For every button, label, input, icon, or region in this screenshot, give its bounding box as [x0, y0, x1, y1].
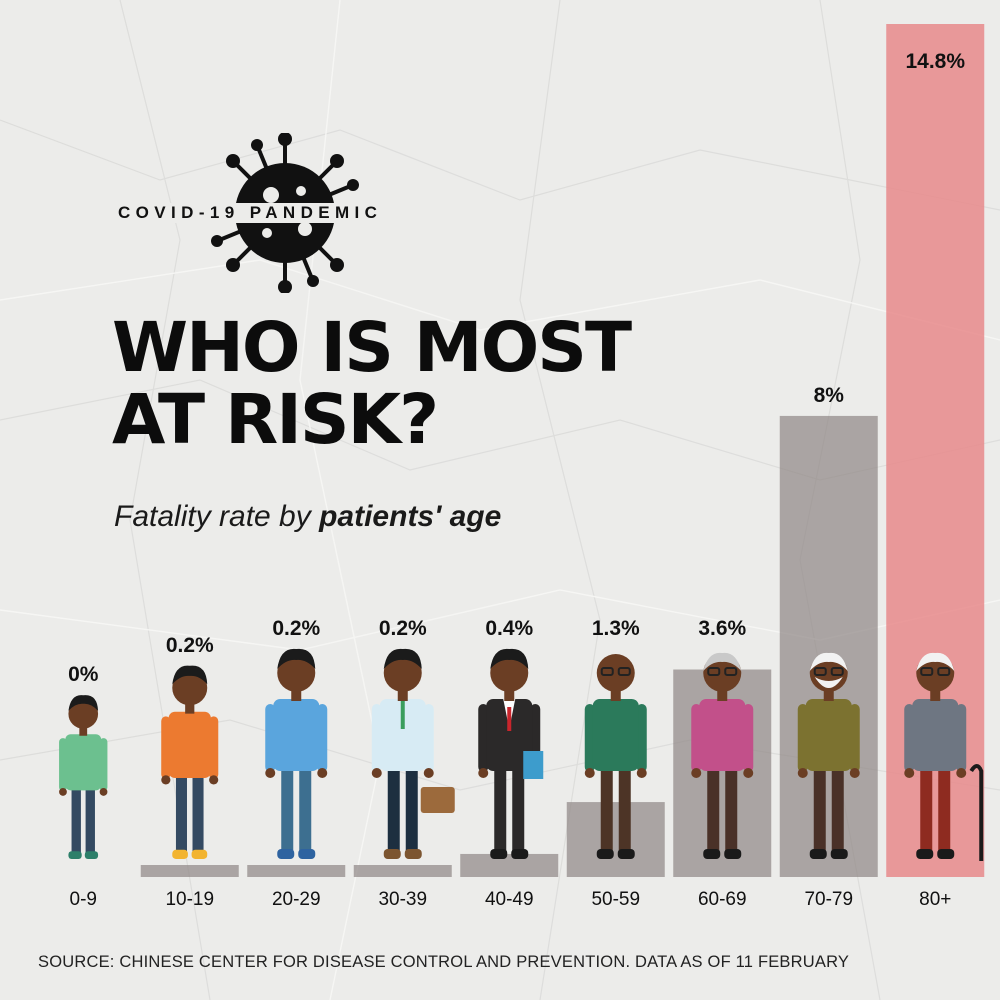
category-label-70-79: 70-79 — [804, 889, 853, 910]
person-figure-icon — [478, 648, 544, 859]
subtitle-plain: Fatality rate by — [114, 500, 311, 533]
bar-50-59 — [566, 802, 665, 877]
value-label-40-49: 0.4% — [485, 617, 533, 640]
person-figure-icon — [371, 648, 455, 859]
kicker-label: COVID-19 PANDEMIC — [116, 203, 385, 223]
category-label-50-59: 50-59 — [591, 889, 640, 910]
person-figure-icon — [161, 665, 219, 859]
value-label-50-59: 1.3% — [592, 617, 640, 640]
category-label-20-29: 20-29 — [272, 889, 321, 910]
person-figure-icon — [59, 695, 108, 859]
value-label-10-19: 0.2% — [166, 634, 214, 657]
chart-subtitle: Fatality rate by patients' age — [114, 500, 501, 534]
bar-20-29 — [247, 865, 346, 877]
briefcase-icon — [420, 787, 455, 813]
walking-cane-icon — [969, 764, 984, 861]
title-line-2: AT RISK? — [112, 380, 439, 460]
person-figure-icon — [265, 648, 328, 859]
value-label-70-79: 8% — [814, 384, 845, 407]
title-line-1: WHO IS MOST — [112, 308, 632, 388]
folder-icon — [523, 751, 544, 779]
person-figure-icon — [584, 654, 647, 859]
person-figure-icon — [797, 652, 860, 859]
category-label-10-19: 10-19 — [165, 889, 214, 910]
bar-40-49 — [460, 853, 559, 877]
virus-icon — [205, 133, 365, 293]
category-label-60-69: 60-69 — [698, 889, 747, 910]
value-label-60-69: 3.6% — [698, 617, 746, 640]
value-label-0-9: 0% — [68, 663, 99, 686]
subtitle-bold: patients' age — [319, 500, 502, 533]
category-label-0-9: 0-9 — [70, 889, 97, 910]
value-label-20-29: 0.2% — [272, 617, 320, 640]
category-label-40-49: 40-49 — [485, 889, 534, 910]
bar-10-19 — [140, 865, 239, 877]
person-figure-icon — [691, 652, 754, 859]
category-label-30-39: 30-39 — [378, 889, 427, 910]
bar-70-79 — [779, 415, 878, 877]
person-figure-icon — [904, 652, 984, 861]
value-label-80+: 14.8% — [905, 50, 965, 73]
page-title: WHO IS MOST AT RISK? — [112, 308, 632, 460]
category-label-80+: 80+ — [919, 889, 951, 910]
source-note: SOURCE: CHINESE CENTER FOR DISEASE CONTR… — [38, 953, 850, 971]
bar-30-39 — [353, 865, 452, 877]
value-label-30-39: 0.2% — [379, 617, 427, 640]
